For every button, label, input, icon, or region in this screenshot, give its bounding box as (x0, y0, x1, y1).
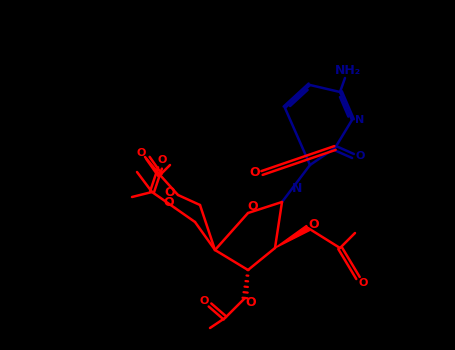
Text: O: O (246, 295, 256, 308)
Text: O: O (136, 148, 146, 158)
Text: O: O (164, 196, 174, 209)
Text: O: O (165, 186, 175, 198)
Text: N: N (292, 182, 302, 195)
Text: O: O (157, 155, 167, 165)
Text: NH₂: NH₂ (335, 63, 361, 77)
Polygon shape (275, 225, 309, 248)
Text: O: O (250, 167, 260, 180)
Text: O: O (355, 151, 365, 161)
Text: O: O (359, 278, 368, 288)
Text: O: O (199, 296, 209, 306)
Text: N: N (355, 115, 364, 125)
Text: O: O (248, 199, 258, 212)
Text: O: O (308, 217, 319, 231)
